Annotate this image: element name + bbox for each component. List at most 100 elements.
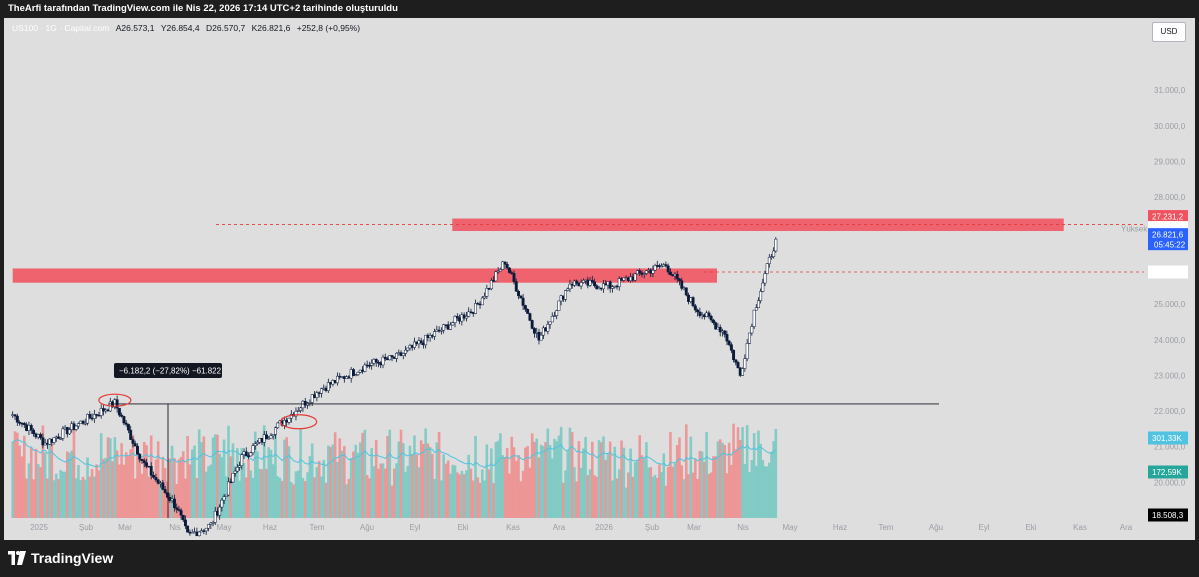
volume-bar bbox=[680, 465, 684, 518]
candle-body bbox=[197, 531, 201, 537]
candle-body bbox=[485, 288, 489, 297]
volume-bar bbox=[521, 470, 525, 518]
volume-bar bbox=[70, 450, 74, 518]
volume-bar bbox=[431, 453, 434, 518]
candle-body bbox=[451, 322, 455, 326]
volume-bar bbox=[229, 456, 233, 518]
volume-bar bbox=[575, 481, 578, 518]
candle-body bbox=[644, 270, 648, 274]
candle-body bbox=[748, 332, 751, 344]
volume-bar bbox=[258, 468, 262, 518]
volume-bar bbox=[238, 480, 241, 518]
volume-bar bbox=[415, 454, 418, 518]
candle-body bbox=[294, 411, 298, 417]
volume-bar bbox=[487, 469, 491, 518]
volume-bar bbox=[770, 451, 773, 518]
candle-body bbox=[698, 311, 702, 316]
volume-bar bbox=[216, 434, 219, 518]
candle-body bbox=[149, 466, 153, 476]
candle-body bbox=[590, 280, 594, 283]
volume-bar bbox=[377, 468, 380, 518]
candle-body bbox=[370, 362, 374, 366]
volume-bar bbox=[220, 457, 224, 518]
volume-bar bbox=[195, 477, 199, 518]
volume-bar bbox=[193, 445, 196, 518]
volume-bar bbox=[675, 445, 679, 518]
candle-body bbox=[754, 307, 758, 311]
x-tick-label: Mar bbox=[118, 523, 132, 532]
volume-bar bbox=[478, 482, 482, 518]
volume-bar bbox=[365, 474, 369, 518]
y-tick-label: 21.000,0 bbox=[1154, 443, 1186, 452]
volume-bar bbox=[413, 435, 416, 518]
volume-bar bbox=[748, 472, 751, 518]
candle-body bbox=[390, 355, 394, 358]
candle-body bbox=[480, 297, 484, 306]
volume-bar bbox=[732, 423, 735, 518]
candle-body bbox=[218, 506, 222, 516]
volume-bar bbox=[271, 464, 275, 518]
candle-body bbox=[453, 316, 457, 323]
symbol-label[interactable]: US100 · 1G · Capital.com bbox=[12, 23, 110, 33]
candle-body bbox=[310, 394, 314, 403]
brand-name: TradingView bbox=[31, 550, 114, 566]
candle-body bbox=[729, 344, 733, 351]
volume-bar bbox=[597, 440, 601, 518]
volume-bar bbox=[684, 424, 688, 518]
volume-bar bbox=[147, 476, 151, 518]
volume-ma-label: 301,33K bbox=[1152, 434, 1182, 443]
volume-bar bbox=[343, 446, 346, 518]
chart-frame[interactable]: 31.000,0 30.000,0 29.000,0 28.000,0 25.000,0… bbox=[4, 18, 1195, 540]
volume-bar bbox=[465, 470, 468, 518]
volume-bar bbox=[50, 444, 54, 518]
x-tick-label: Şub bbox=[79, 523, 94, 532]
volume-bar bbox=[629, 448, 632, 518]
header-bar: TheArfi tarafından TradingView.com ile N… bbox=[0, 0, 1199, 18]
volume-bar bbox=[68, 452, 71, 518]
volume-bar bbox=[253, 431, 257, 518]
volume-bar bbox=[440, 480, 443, 518]
volume-bar bbox=[262, 425, 266, 518]
volume-bar bbox=[419, 440, 423, 518]
currency-button[interactable]: USD bbox=[1152, 22, 1186, 42]
volume-bar bbox=[370, 448, 373, 518]
low-value: D26.570,7 bbox=[205, 23, 246, 33]
volume-bar bbox=[446, 460, 450, 518]
tradingview-logo[interactable]: TradingView bbox=[8, 550, 113, 566]
candle-body bbox=[483, 296, 487, 299]
volume-bar bbox=[204, 471, 208, 518]
volume-bar bbox=[727, 442, 731, 518]
volume-bar bbox=[129, 449, 132, 518]
volume-bar bbox=[707, 473, 711, 518]
price-chart[interactable]: 31.000,0 30.000,0 29.000,0 28.000,0 25.000,0… bbox=[4, 18, 1195, 540]
candle-body bbox=[752, 309, 756, 327]
volume-bar bbox=[519, 481, 523, 518]
volume-bar bbox=[535, 438, 539, 518]
zone-top-price-label-bg bbox=[1148, 210, 1188, 224]
candle-body bbox=[20, 422, 24, 425]
volume-bar bbox=[586, 475, 590, 518]
volume-bar bbox=[175, 483, 179, 518]
candle-body bbox=[222, 496, 226, 501]
volume-bar bbox=[140, 473, 144, 518]
candle-body bbox=[161, 482, 165, 490]
candle-body bbox=[86, 414, 89, 424]
volume-bar bbox=[550, 458, 554, 518]
volume-bar bbox=[59, 469, 62, 518]
volume-bar bbox=[573, 467, 576, 518]
volume-bar bbox=[181, 451, 185, 518]
volume-bar bbox=[81, 476, 85, 518]
candle-body bbox=[526, 309, 530, 314]
candle-body bbox=[238, 465, 242, 468]
volume-bar bbox=[18, 445, 21, 518]
volume-bar bbox=[39, 467, 42, 518]
candle-body bbox=[566, 288, 570, 291]
candle-body bbox=[147, 465, 151, 468]
x-tick-label: Nis bbox=[169, 523, 181, 532]
candle-body bbox=[244, 451, 248, 456]
volume-bar bbox=[170, 445, 174, 518]
x-tick-label: Kas bbox=[1073, 523, 1087, 532]
candle-body bbox=[249, 452, 253, 457]
volume-bar bbox=[352, 451, 355, 518]
candle-body bbox=[25, 424, 29, 431]
